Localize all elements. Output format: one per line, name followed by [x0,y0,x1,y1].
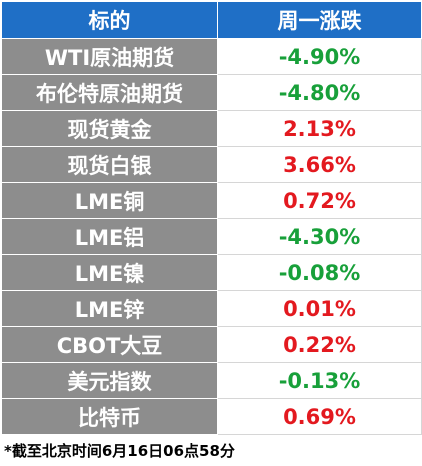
asset-cell: LME铝 [1,218,218,255]
row: 比特币 0.69% [1,398,422,435]
asset-cell: WTI原油期货 [1,38,218,75]
change-cell: -0.08% [217,254,422,291]
table: 标的 周一涨跌 WTI原油期货 -4.90% 布伦特原油期货 -4.80% 现货黄金 2.… [1,1,422,435]
row: 现货黄金 2.13% [1,110,422,147]
row: WTI原油期货 -4.90% [1,38,422,75]
row: 现货白银 3.66% [1,146,422,183]
change-cell: -4.30% [217,218,422,255]
change-cell: 0.22% [217,326,422,363]
change-cell: 3.66% [217,146,422,183]
change-cell: 2.13% [217,110,422,147]
row: LME铝 -4.30% [1,218,422,255]
asset-cell: 现货白银 [1,146,218,183]
asset-cell: 布伦特原油期货 [1,74,218,111]
row: LME锌 0.01% [1,290,422,327]
header-cell: 周一涨跌 [217,1,422,39]
footnote: *截至北京时间6月16日06点58分 [4,442,235,460]
asset-cell: LME锌 [1,290,218,327]
change-cell: 0.72% [217,182,422,219]
change-cell: 0.01% [217,290,422,327]
row: LME铜 0.72% [1,182,422,219]
change-cell: -4.90% [217,38,422,75]
asset-cell: 现货黄金 [1,110,218,147]
change-cell: -4.80% [217,74,422,111]
asset-cell: LME镍 [1,254,218,291]
asset-cell: 比特币 [1,398,218,435]
change-cell: -0.13% [217,362,422,399]
row: CBOT大豆 0.22% [1,326,422,363]
header-row: 标的 周一涨跌 [1,1,422,39]
change-cell: 0.69% [217,398,422,435]
asset-cell: LME铜 [1,182,218,219]
header-cell: 标的 [1,1,218,39]
asset-cell: 美元指数 [1,362,218,399]
row: LME镍 -0.08% [1,254,422,291]
row: 布伦特原油期货 -4.80% [1,74,422,111]
row: 美元指数 -0.13% [1,362,422,399]
asset-cell: CBOT大豆 [1,326,218,363]
